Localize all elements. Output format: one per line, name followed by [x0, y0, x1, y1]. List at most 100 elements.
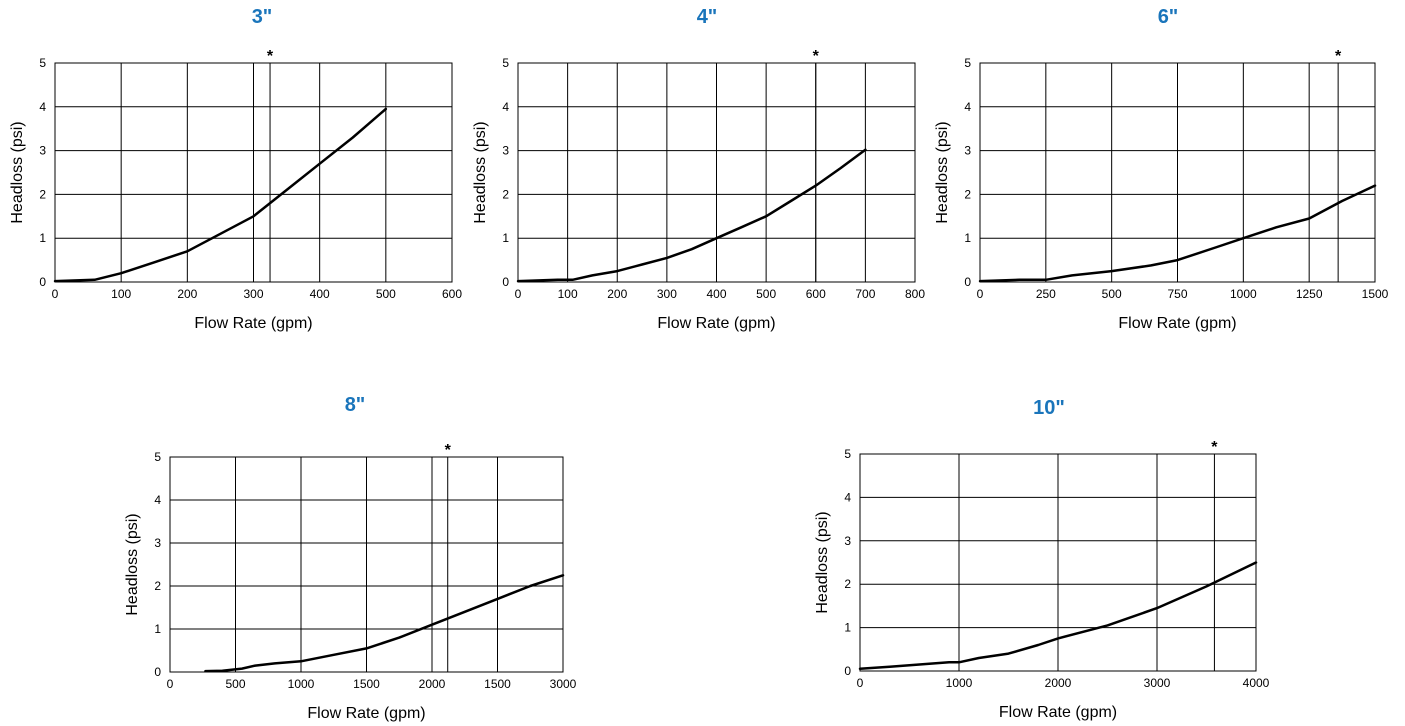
y-axis-label: Headloss (psi) [934, 121, 951, 223]
y-tick-label: 4 [502, 100, 509, 114]
x-tick-label: 750 [1167, 287, 1187, 301]
headloss-curve [978, 184, 1377, 283]
y-axis-label: Headloss (psi) [9, 121, 26, 223]
y-tick-label: 3 [39, 144, 46, 158]
x-tick-label: 0 [52, 287, 59, 301]
chart-4-inch: 4" 0 1 2 3 4 5 0 100 200 300 400 500 600 700 800 * Flow R… [470, 0, 935, 345]
y-axis-label: Headloss (psi) [124, 513, 141, 615]
x-tick-label: 100 [111, 287, 131, 301]
x-tick-label: 200 [607, 287, 627, 301]
x-tick-label: 250 [1036, 287, 1056, 301]
y-tick-label: 5 [844, 447, 851, 461]
marker-asterisk: * [813, 48, 820, 65]
x-tick-label: 2000 [419, 677, 446, 691]
x-axis-label: Flow Rate (gpm) [307, 705, 425, 722]
x-tick-label: 600 [806, 287, 826, 301]
y-tick-label: 2 [39, 187, 46, 201]
x-tick-label: 500 [1102, 287, 1122, 301]
x-tick-label: 1000 [288, 677, 315, 691]
marker-asterisk: * [1211, 439, 1218, 456]
y-tick-label: 5 [154, 450, 161, 464]
y-tick-label: 0 [502, 275, 509, 289]
y-tick-label: 0 [964, 275, 971, 289]
chart-title: 3" [252, 6, 273, 28]
x-tick-label: 1000 [946, 676, 973, 690]
x-axis-label: Flow Rate (gpm) [657, 315, 775, 332]
y-tick-label: 4 [154, 493, 161, 507]
chart-3-inch: 3" 0 1 2 3 4 5 0 100 200 300 400 500 600 * Flow Rate (g… [0, 0, 470, 345]
x-tick-label: 1500 [353, 677, 380, 691]
y-tick-label: 2 [502, 187, 509, 201]
y-tick-label: 1 [964, 231, 971, 245]
headloss-curve [204, 574, 565, 673]
headloss-curve [53, 107, 388, 283]
x-tick-label: 3000 [1144, 676, 1171, 690]
x-tick-label: 1000 [1230, 287, 1257, 301]
chart-title: 10" [1033, 397, 1065, 419]
y-tick-label: 1 [39, 231, 46, 245]
x-tick-label: 0 [515, 287, 522, 301]
chart-title: 4" [697, 6, 718, 28]
y-tick-label: 4 [844, 490, 851, 504]
chart-8-inch-svg: 8" 0 1 2 3 4 5 0 500 1000 1500 2000 1500 3000 * Flow Ra… [124, 394, 577, 722]
y-tick-label: 5 [502, 56, 509, 70]
y-tick-label: 1 [844, 621, 851, 635]
x-tick-label: 0 [977, 287, 984, 301]
chart-title: 8" [345, 394, 366, 416]
x-tick-label: 300 [657, 287, 677, 301]
x-tick-label: 700 [855, 287, 875, 301]
marker-asterisk: * [445, 442, 452, 459]
y-tick-label: 3 [502, 144, 509, 158]
x-tick-label: 2000 [1045, 676, 1072, 690]
y-tick-label: 1 [154, 622, 161, 636]
x-tick-label: 500 [376, 287, 396, 301]
y-tick-label: 1 [502, 231, 509, 245]
y-tick-label: 5 [39, 56, 46, 70]
chart-6-inch: 6" 0 1 2 3 4 5 0 250 500 750 1000 1250 1500 * Flow Rate… [934, 0, 1405, 345]
y-tick-label: 2 [964, 187, 971, 201]
chart-8-inch: 8" 0 1 2 3 4 5 0 500 1000 1500 2000 1500 3000 * Flow Ra… [115, 390, 595, 726]
y-tick-label: 4 [964, 100, 971, 114]
y-tick-label: 2 [844, 577, 851, 591]
y-tick-label: 2 [154, 579, 161, 593]
headloss-curve [858, 561, 1258, 671]
x-tick-label: 1500 [1362, 287, 1389, 301]
x-tick-label: 4000 [1243, 676, 1270, 690]
y-tick-label: 4 [39, 100, 46, 114]
y-tick-label: 0 [844, 664, 851, 678]
marker-asterisk: * [267, 48, 274, 65]
chart-3-inch-svg: 3" 0 1 2 3 4 5 0 100 200 300 400 500 600 * Flow Rate (g… [9, 6, 462, 332]
x-tick-label: 600 [442, 287, 462, 301]
x-tick-label: 300 [243, 287, 263, 301]
x-tick-label: 100 [558, 287, 578, 301]
y-tick-label: 3 [844, 534, 851, 548]
y-tick-label: 3 [964, 144, 971, 158]
chart-10-inch: 10" 0 1 2 3 4 5 0 1000 2000 3000 4000 * Flow Rate (gp… [805, 390, 1295, 726]
y-axis-label: Headloss (psi) [814, 511, 831, 613]
y-tick-label: 0 [154, 665, 161, 679]
headloss-curve [516, 148, 867, 283]
x-tick-label: 400 [706, 287, 726, 301]
x-tick-label: 500 [225, 677, 245, 691]
x-tick-label: 200 [177, 287, 197, 301]
chart-6-inch-svg: 6" 0 1 2 3 4 5 0 250 500 750 1000 1250 1500 * Flow Rate… [934, 6, 1389, 332]
x-tick-label: 1500 [484, 677, 511, 691]
chart-4-inch-svg: 4" 0 1 2 3 4 5 0 100 200 300 400 500 600 700 800 * Flow R… [472, 6, 925, 332]
x-axis-label: Flow Rate (gpm) [999, 704, 1117, 721]
x-tick-label: 500 [756, 287, 776, 301]
y-tick-label: 0 [39, 275, 46, 289]
x-tick-label: 1250 [1296, 287, 1323, 301]
x-axis-label: Flow Rate (gpm) [1118, 315, 1236, 332]
y-axis-label: Headloss (psi) [472, 121, 489, 223]
chart-title: 6" [1158, 6, 1179, 28]
x-tick-label: 0 [857, 676, 864, 690]
chart-10-inch-svg: 10" 0 1 2 3 4 5 0 1000 2000 3000 4000 * Flow Rate (gp… [814, 397, 1270, 721]
y-tick-label: 3 [154, 536, 161, 550]
x-tick-label: 800 [905, 287, 925, 301]
x-tick-label: 3000 [550, 677, 577, 691]
x-tick-label: 400 [310, 287, 330, 301]
y-tick-label: 5 [964, 56, 971, 70]
x-tick-label: 0 [167, 677, 174, 691]
marker-asterisk: * [1335, 48, 1342, 65]
x-axis-label: Flow Rate (gpm) [194, 315, 312, 332]
